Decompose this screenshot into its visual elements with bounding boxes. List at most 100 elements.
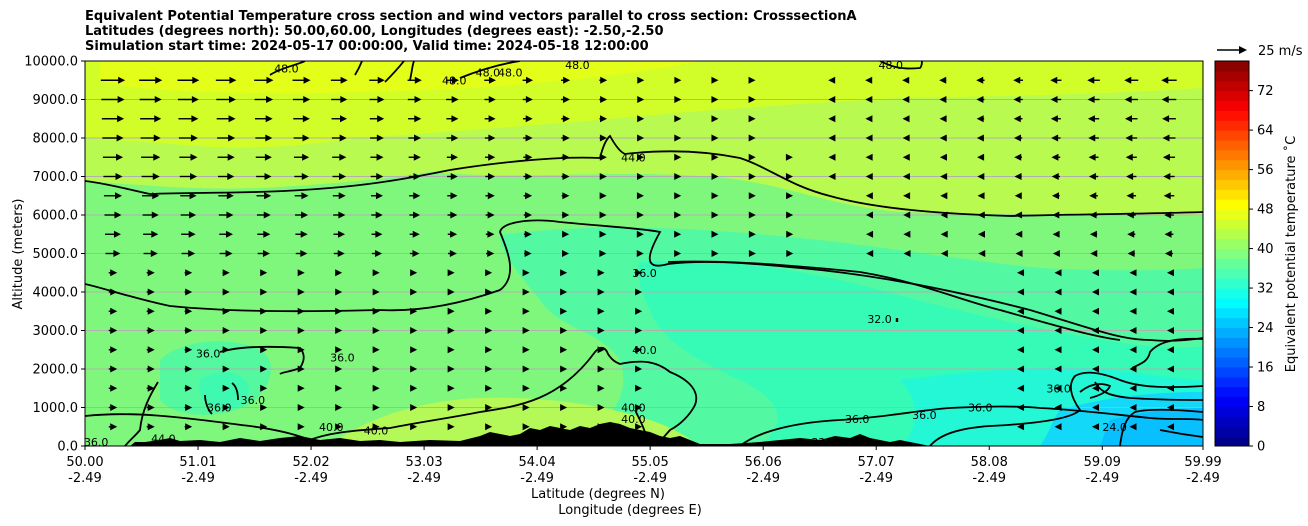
colorbar-segment <box>1215 130 1249 141</box>
wind-vector-head <box>151 230 159 238</box>
wind-vector-head <box>450 211 458 219</box>
colorbar-segment <box>1215 376 1249 388</box>
wind-vector-head <box>635 269 643 277</box>
wind-vector-head <box>1129 307 1137 315</box>
wind-vector-head <box>1054 307 1062 315</box>
wind-vector-head <box>902 96 910 103</box>
x-tick-label-lat: 53.03 <box>405 455 442 470</box>
wind-vector-head <box>522 365 530 373</box>
wind-vector-head <box>185 288 193 296</box>
wind-vector-head <box>1162 153 1170 161</box>
contour-label: 44.0 <box>151 432 176 445</box>
y-tick-label: 0.0 <box>57 440 78 455</box>
wind-vector-head <box>786 230 794 238</box>
wind-vector-head <box>447 423 455 431</box>
wind-vector-head <box>485 423 493 431</box>
contour-label: 36.0 <box>330 351 355 364</box>
wind-vector-head <box>597 269 605 277</box>
wind-vector-head <box>147 423 155 431</box>
wind-vector-head <box>977 153 985 161</box>
title-line-3: Simulation start time: 2024-05-17 00:00:… <box>85 39 649 54</box>
wind-vector-head <box>222 365 230 373</box>
wind-vector-head <box>562 134 570 142</box>
wind-vector-head <box>335 404 343 411</box>
x-tick-label-lon: -2.49 <box>859 471 893 486</box>
contour-lines <box>85 61 1203 446</box>
y-tick-label: 4000.0 <box>33 286 79 301</box>
wind-vector-head <box>116 153 124 161</box>
wind-vector-head <box>599 153 607 161</box>
colorbar-tick-label: 8 <box>1257 400 1265 415</box>
wind-vector-head <box>222 269 230 277</box>
wind-vector-head <box>372 404 380 411</box>
wind-vector-head <box>560 423 568 431</box>
wind-vector-head <box>1125 115 1133 123</box>
wind-vector-head <box>748 76 756 84</box>
y-axis-label: Altitude (meters) <box>11 199 26 310</box>
wind-vector-head <box>264 153 272 161</box>
wind-vector-head <box>976 76 984 84</box>
wind-vector-head <box>560 384 568 392</box>
wind-vector-head <box>1014 173 1022 180</box>
wind-vector-head <box>488 134 496 142</box>
wind-vector-head <box>1092 327 1100 334</box>
wind-vector-head <box>447 365 455 373</box>
wind-vector-head <box>260 384 268 392</box>
wind-vector-head <box>1166 288 1174 296</box>
colorbar-segment <box>1215 120 1249 131</box>
wind-vector-head <box>302 153 310 161</box>
wind-vector-head <box>113 250 121 257</box>
terrain <box>130 422 930 446</box>
wind-vector-head <box>978 250 986 257</box>
wind-vector-head <box>1015 211 1023 219</box>
wind-vector-head <box>1092 365 1100 373</box>
x-tick-label-lon: -2.49 <box>68 471 102 486</box>
wind-vector-head <box>939 153 947 161</box>
colorbar-segment <box>1215 426 1249 437</box>
wind-vector-head <box>828 153 836 161</box>
contour-label: 32.0 <box>811 436 836 449</box>
wind-vectors <box>100 76 1177 431</box>
colorbar-segment <box>1215 258 1249 269</box>
wind-vector-head <box>939 115 947 123</box>
wind-vector-head <box>485 346 493 354</box>
wind-vector-head <box>828 76 836 84</box>
wind-vector-head <box>597 346 605 354</box>
wind-vector-head <box>599 134 607 142</box>
wind-vector-head <box>414 115 422 123</box>
wind-vector-head <box>447 404 455 411</box>
contour-label: 40.0 <box>621 402 646 415</box>
wind-vector-head <box>189 192 197 200</box>
wind-vector-head <box>338 230 346 238</box>
wind-vector-head <box>338 211 346 219</box>
wind-vector-head <box>903 250 911 257</box>
x-tick-label-lat: 56.06 <box>745 455 782 470</box>
wind-vector-head <box>636 192 644 200</box>
wind-vector-head <box>1054 384 1062 392</box>
wind-vector-head <box>1054 365 1062 373</box>
contour-label: 48.0 <box>879 59 904 72</box>
wind-vector-head <box>339 153 347 161</box>
wind-vector-head <box>1166 327 1174 334</box>
wind-vector-head <box>748 134 756 142</box>
wind-vector-head <box>1054 269 1062 277</box>
wind-vector-head <box>260 365 268 373</box>
contour-label: 36.0 <box>207 402 232 415</box>
wind-vector-head <box>153 134 161 142</box>
colorbar-tick-label: 56 <box>1257 163 1274 178</box>
colorbar-segment <box>1215 139 1249 151</box>
wind-vector-head <box>487 211 495 219</box>
wind-vector-head <box>711 173 719 180</box>
wind-vector-head <box>1052 250 1060 257</box>
wind-vector-head <box>225 250 233 257</box>
wind-vector-head <box>1166 423 1174 431</box>
wind-vector-head <box>1015 250 1023 257</box>
wind-vector-head <box>487 192 495 200</box>
wind-vector-head <box>525 192 533 200</box>
wind-vector-head <box>372 269 380 277</box>
wind-vector-head <box>1088 173 1096 180</box>
wind-vector-head <box>597 307 605 315</box>
wind-vector-head <box>562 173 570 180</box>
wind-vector-head <box>902 173 910 180</box>
wind-vector-head <box>560 288 568 296</box>
